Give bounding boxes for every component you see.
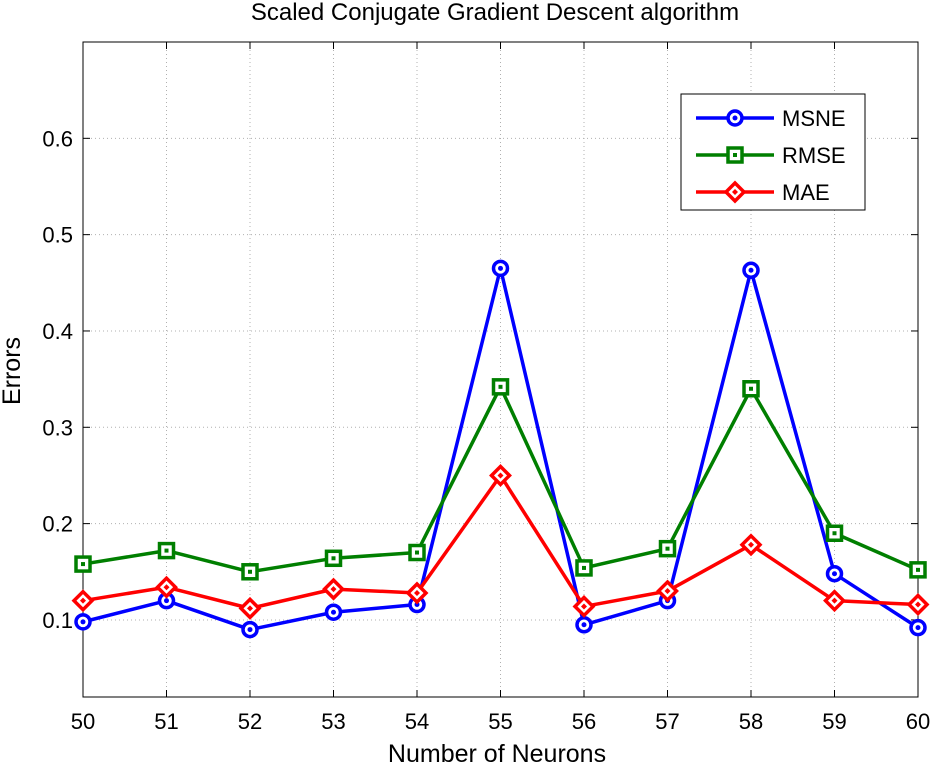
data-point-msne-center [581,622,587,628]
data-point-mae-center [414,589,420,596]
legend-marker-center [733,153,737,157]
axis-ticks: 50 51 52 53 54 55 56 57 58 59 60 0.1 0.2 0.3 0.4 0.5 0.6 [42,42,930,734]
data-point-mae-center [80,597,86,604]
data-point-rmse-center [498,384,503,389]
x-tick-label: 58 [739,709,763,734]
y-tick-label: 0.1 [42,608,73,633]
y-tick-label: 0.3 [42,415,73,440]
legend-label: MSNE [782,106,846,131]
data-point-mae-center [330,586,337,593]
legend-label: MAE [782,180,830,205]
y-tick-label: 0.4 [42,319,73,344]
data-point-rmse-center [415,550,419,555]
x-tick-label: 56 [572,709,596,734]
data-point-msne-center [247,627,253,633]
chart-title: Scaled Conjugate Gradient Descent algori… [251,0,739,26]
y-tick-label: 0.5 [42,223,73,248]
data-point-mae-center [497,472,504,479]
data-point-msne-center [80,619,86,625]
y-tick-label: 0.6 [42,126,73,151]
legend-item-rmse: RMSE [696,143,846,168]
x-axis-title: Number of Neurons [388,740,606,764]
legend-item-mae: MAE [696,180,830,205]
legend: MSNE RMSE MAE [680,93,866,211]
data-point-rmse-center [248,569,252,574]
series-layer [71,259,930,639]
legend-marker-center [732,115,738,121]
data-point-msne-center [832,571,837,577]
data-point-msne-center [331,609,336,615]
y-tick-label: 0.2 [42,512,73,537]
data-point-msne-center [748,267,754,273]
x-tick-label: 57 [655,709,679,734]
data-point-msne-center [164,598,169,604]
data-point-mae-center [831,597,838,604]
data-point-rmse-center [582,565,586,570]
data-point-rmse-center [749,386,753,391]
data-point-mae-center [247,605,253,612]
data-point-rmse-center [81,562,85,567]
data-point-mae-center [581,603,587,610]
legend-label: RMSE [782,143,846,168]
x-tick-label: 53 [321,709,345,734]
x-tick-label: 59 [822,709,846,734]
data-point-rmse-center [916,567,920,572]
legend-marker-center [732,189,738,195]
series-rmse [74,378,927,581]
data-point-rmse-center [665,546,670,551]
x-tick-label: 55 [488,709,512,734]
series-line-mae [82,473,919,611]
data-point-msne-center [414,602,420,608]
data-point-mae-center [163,584,170,591]
data-point-mae-center [748,541,754,548]
data-point-mae-center [664,588,671,595]
x-tick-label: 52 [238,709,262,734]
data-point-rmse-center [164,548,169,553]
data-point-rmse-center [331,556,336,561]
series-mae [71,463,930,620]
x-tick-label: 51 [154,709,178,734]
series-msne [74,259,927,639]
data-point-msne-center [498,265,503,271]
x-tick-label: 54 [405,709,429,734]
data-point-mae-center [915,601,921,608]
x-tick-label: 50 [71,709,95,734]
data-point-rmse-center [832,531,837,536]
x-tick-label: 60 [906,709,930,734]
legend-item-msne: MSNE [696,106,846,131]
y-axis-title: Errors [0,337,26,405]
data-point-msne-center [915,625,921,631]
